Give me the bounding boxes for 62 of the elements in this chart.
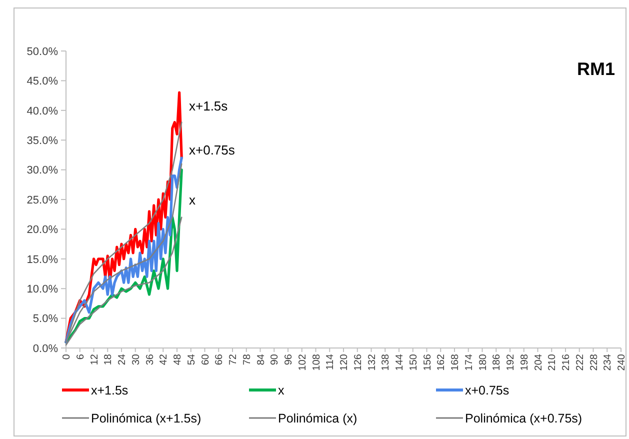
annotation: x+1.5s: [189, 98, 228, 114]
x-tick-label: 66: [214, 354, 226, 366]
x-tick-label: 228: [588, 354, 600, 371]
y-tick-label: 50.0%: [26, 46, 58, 58]
y-tick-label: 45.0%: [26, 76, 58, 88]
x-tick-label: 54: [186, 354, 198, 366]
x-tick-label: 48: [172, 354, 184, 366]
x-tick-label: 84: [256, 354, 267, 366]
x-tick-label: 216: [561, 354, 572, 371]
y-tick-label: 20.0%: [26, 224, 58, 236]
y-tick-label: 35.0%: [26, 134, 58, 147]
x-tick-label: 42: [158, 354, 170, 366]
x-tick-label: 180: [478, 354, 489, 371]
x-tick-label: 222: [574, 354, 586, 371]
legend-label: Polinómica (x+0.75s): [465, 411, 582, 426]
x-tick-label: 0: [62, 354, 72, 360]
x-tick-label: 132: [366, 354, 378, 371]
x-tick-label: 120: [339, 354, 350, 371]
x-tick-label: 12: [89, 354, 100, 366]
x-tick-label: 18: [103, 354, 114, 366]
y-tick-label: 0.0%: [32, 342, 58, 355]
x-tick-label: 240: [616, 354, 628, 371]
x-tick-label: 168: [450, 354, 461, 371]
x-tick-label: 60: [200, 354, 212, 366]
y-tick-label: 40.0%: [26, 105, 58, 118]
x-tick-label: 36: [144, 354, 156, 366]
x-tick-label: 6: [75, 354, 86, 360]
legend-label: x+1.5s: [91, 383, 128, 398]
legend-label: x+0.75s: [465, 383, 510, 398]
y-tick-label: 25.0%: [26, 194, 58, 206]
x-tick-label: 90: [270, 354, 281, 366]
x-tick-label: 186: [492, 354, 503, 371]
x-tick-label: 210: [547, 354, 558, 371]
x-tick-label: 162: [436, 354, 448, 371]
x-tick-label: 24: [117, 354, 128, 366]
x-tick-label: 198: [519, 354, 530, 371]
legend-label: Polinómica (x): [278, 411, 358, 426]
x-tick-label: 72: [228, 354, 239, 366]
x-tick-label: 96: [284, 354, 294, 366]
x-tick-label: 30: [130, 354, 142, 366]
x-tick-label: 192: [506, 354, 516, 371]
x-tick-label: 138: [380, 354, 392, 371]
y-tick-label: 30.0%: [26, 164, 58, 177]
x-tick-label: 108: [311, 354, 322, 371]
chart-title: RM1: [576, 59, 615, 79]
x-tick-label: 144: [394, 354, 406, 371]
x-tick-label: 174: [464, 354, 475, 371]
legend-label: Polinómica (x+1.5s): [91, 411, 202, 426]
x-tick-label: 78: [242, 354, 253, 366]
y-tick-label: 5.0%: [32, 313, 58, 326]
x-tick-label: 114: [325, 354, 336, 370]
x-tick-label: 102: [297, 354, 308, 371]
annotation: x+0.75s: [189, 142, 236, 158]
x-tick-label: 234: [602, 354, 614, 371]
y-tick-label: 10.0%: [26, 283, 58, 296]
x-tick-label: 150: [408, 354, 420, 371]
x-tick-label: 204: [533, 354, 544, 371]
x-tick-label: 156: [422, 354, 434, 371]
x-tick-label: 126: [352, 354, 364, 371]
y-tick-label: 15.0%: [26, 254, 58, 266]
annotation: x: [189, 192, 196, 208]
legend-label: x: [278, 383, 285, 398]
